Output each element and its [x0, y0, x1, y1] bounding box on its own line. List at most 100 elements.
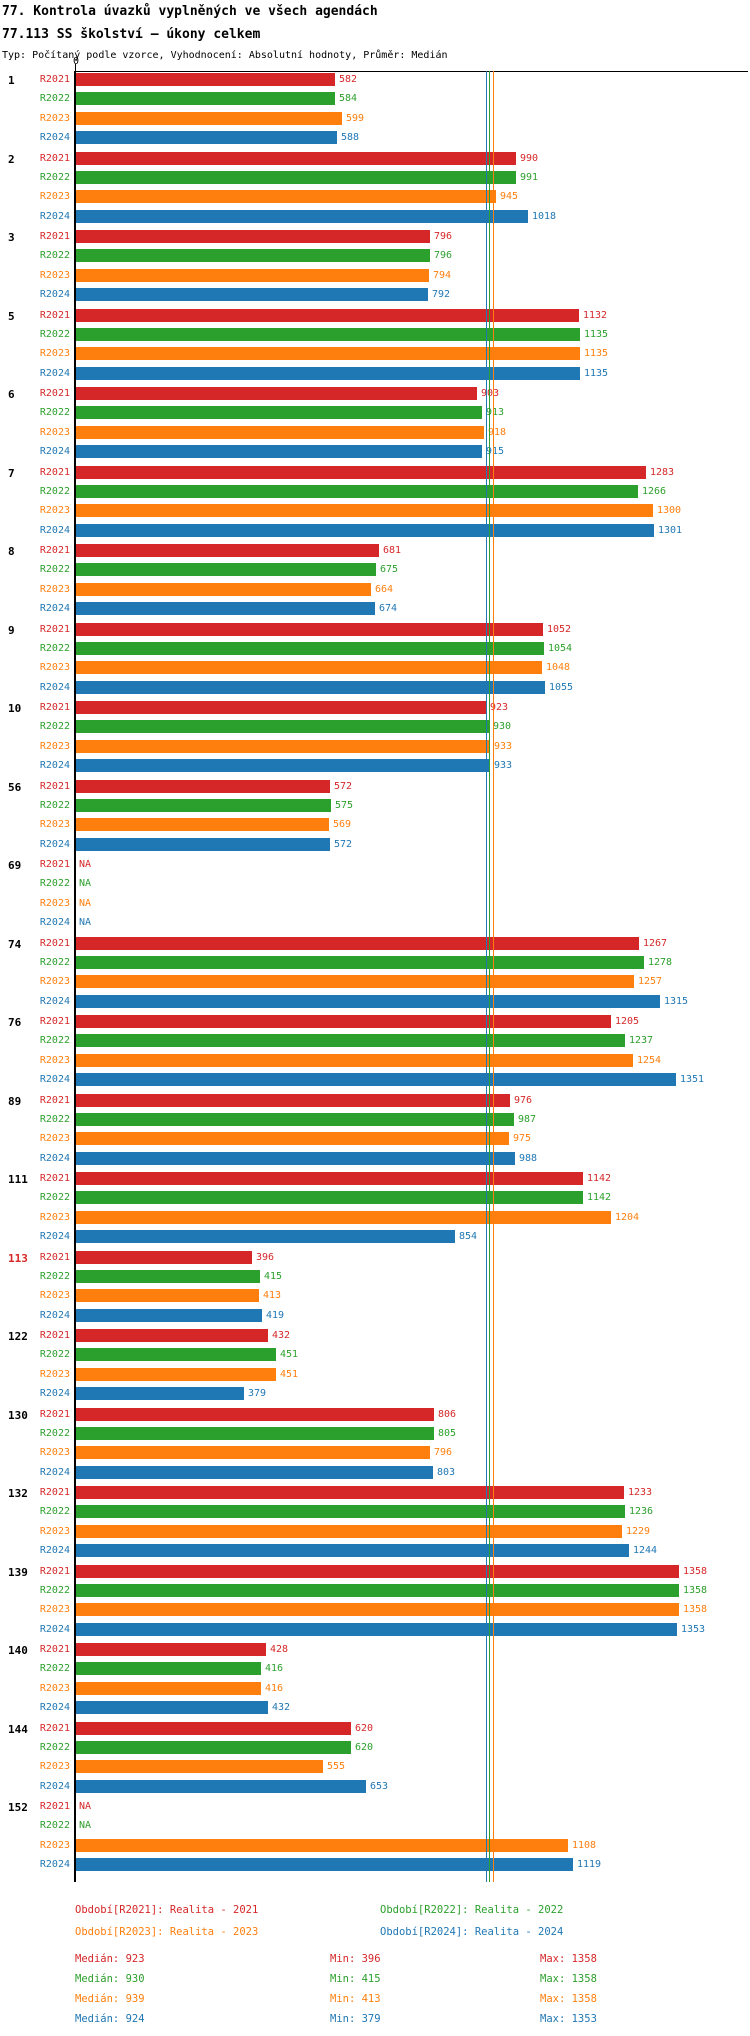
- series-label: R2021: [39, 152, 70, 164]
- legend-item-r2023: Období[R2023]: Realita - 2023: [75, 1926, 259, 1938]
- series-label: R2023: [39, 583, 70, 595]
- series-label: R2022: [39, 1663, 70, 1675]
- series-label: R2021: [39, 780, 70, 792]
- value-label: 1233: [628, 1487, 653, 1498]
- value-label: 575: [335, 799, 354, 811]
- value-bar: [76, 641, 544, 655]
- value-bar: [76, 1622, 677, 1636]
- series-label: R2021: [39, 1251, 70, 1263]
- group-id-label: 111: [8, 1173, 28, 1186]
- series-label: R2021: [39, 388, 70, 399]
- value-label: 933: [494, 760, 513, 772]
- value-label: 792: [432, 289, 451, 301]
- value-label: 415: [264, 1270, 283, 1282]
- value-bar: [76, 563, 376, 577]
- value-label: 1278: [648, 956, 673, 968]
- value-label: 1358: [683, 1604, 708, 1616]
- series-label: R2021: [39, 545, 70, 556]
- value-label: 1315: [664, 995, 689, 1007]
- value-bar: [76, 1838, 568, 1852]
- group-id-label: 9: [8, 623, 15, 637]
- series-label: R2022: [39, 407, 70, 419]
- value-label: 379: [248, 1388, 267, 1400]
- value-bar: [76, 936, 639, 950]
- value-bar: [76, 425, 484, 439]
- value-label: 1267: [643, 937, 668, 949]
- value-label: 988: [519, 1152, 538, 1164]
- value-label: 945: [500, 191, 519, 203]
- group-id-label: 69: [8, 859, 22, 872]
- value-bar: [76, 1643, 266, 1656]
- legend-item-r2024: Období[R2024]: Realita - 2024: [380, 1926, 564, 1938]
- value-bar: [76, 1132, 509, 1146]
- value-bar: [76, 1583, 679, 1597]
- value-bar: [76, 1603, 679, 1617]
- value-bar: [76, 1093, 510, 1107]
- series-label: R2021: [39, 231, 70, 242]
- series-label: R2023: [39, 1211, 70, 1223]
- value-label: 451: [280, 1368, 299, 1380]
- value-label: 413: [263, 1290, 282, 1302]
- na-value-label: NA: [79, 1820, 92, 1832]
- value-bar: [76, 1348, 276, 1362]
- value-label: 428: [270, 1644, 289, 1655]
- value-label: 923: [490, 702, 509, 713]
- series-label: R2021: [39, 309, 70, 321]
- value-bar: [76, 1701, 268, 1715]
- series-label: R2024: [39, 1859, 70, 1871]
- value-bar: [76, 504, 653, 518]
- value-label: 803: [437, 1466, 456, 1478]
- group-id-label: 122: [8, 1330, 28, 1343]
- series-label: R2021: [39, 1487, 70, 1498]
- value-label: 396: [256, 1251, 275, 1263]
- value-label: 1300: [657, 505, 682, 517]
- value-bar: [76, 387, 477, 400]
- value-bar: [76, 1407, 434, 1421]
- series-label: R2024: [39, 995, 70, 1007]
- stat-median-r2021: Medián: 923: [75, 1953, 145, 1965]
- value-label: 419: [266, 1309, 285, 1321]
- value-bar: [76, 249, 430, 263]
- group-id-label: 5: [8, 309, 15, 323]
- value-label: 1142: [587, 1173, 612, 1184]
- series-label: R2023: [39, 662, 70, 674]
- series-label: R2024: [39, 367, 70, 379]
- series-label: R2022: [39, 878, 70, 890]
- value-bar: [76, 1053, 633, 1067]
- stat-min-r2023: Min: 413: [330, 1993, 381, 2005]
- series-label: R2021: [39, 1016, 70, 1027]
- group-id-label: 7: [8, 466, 15, 480]
- value-bar: [76, 170, 516, 184]
- value-label: 1257: [638, 976, 663, 988]
- series-label: R2024: [39, 132, 70, 144]
- series-label: R2023: [39, 1604, 70, 1616]
- value-label: 681: [383, 545, 402, 556]
- value-label: 1351: [680, 1074, 705, 1086]
- series-label: R2021: [39, 702, 70, 713]
- series-label: R2023: [39, 1133, 70, 1145]
- value-bar: [76, 1387, 244, 1401]
- group-id-label: 132: [8, 1487, 28, 1500]
- series-label: R2022: [39, 642, 70, 654]
- value-bar: [76, 465, 646, 479]
- series-label: R2021: [39, 1644, 70, 1655]
- group-id-label: 144: [8, 1722, 28, 1736]
- value-label: 675: [380, 564, 399, 576]
- na-value-label: NA: [79, 859, 92, 870]
- value-bar: [76, 779, 330, 793]
- na-value-label: NA: [79, 1801, 92, 1812]
- series-label: R2022: [39, 1427, 70, 1439]
- value-label: 664: [375, 583, 394, 595]
- value-bar: [76, 602, 375, 616]
- value-label: 1353: [681, 1623, 706, 1635]
- series-label: R2024: [39, 1702, 70, 1714]
- series-label: R2021: [39, 1801, 70, 1812]
- series-label: R2022: [39, 1506, 70, 1518]
- value-bar: [76, 661, 542, 675]
- stat-min-r2022: Min: 415: [330, 1973, 381, 1985]
- stat-max-r2023: Max: 1358: [540, 1993, 597, 2005]
- series-label: R2021: [39, 1173, 70, 1184]
- series-label: R2024: [39, 210, 70, 222]
- group-id-label: 1: [8, 74, 15, 87]
- value-label: 451: [280, 1349, 299, 1361]
